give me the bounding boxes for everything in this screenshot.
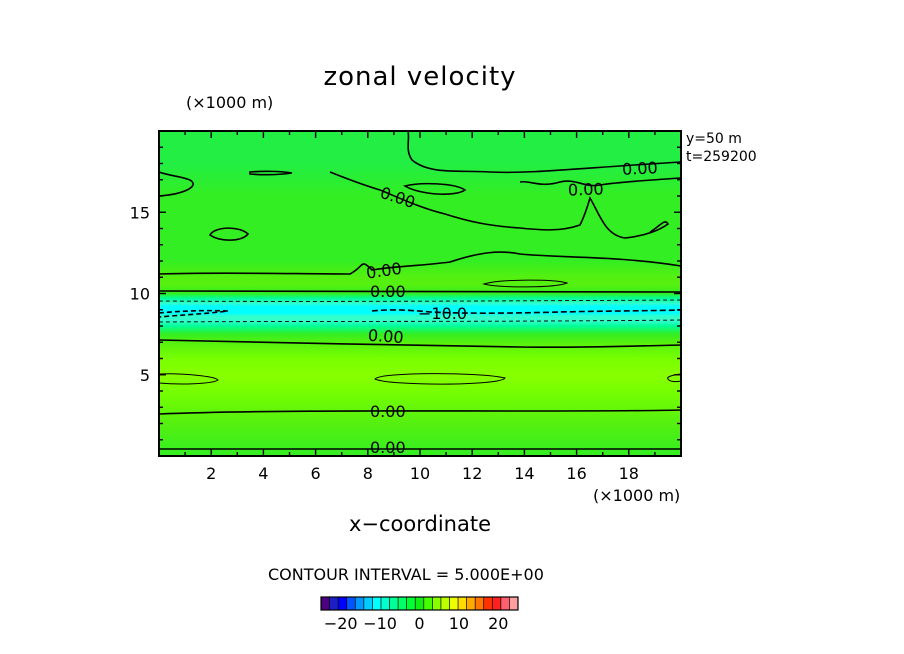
- y-axis-unit: (×1000 m): [186, 93, 274, 112]
- contour-line: [159, 409, 681, 415]
- x-tick-label: 12: [462, 464, 482, 483]
- x-axis-label: x−coordinate: [348, 512, 492, 536]
- colorbar-swatch: [449, 597, 459, 610]
- y-tick-label: 10: [130, 285, 150, 304]
- x-tick-label: 18: [619, 464, 639, 483]
- colorbar-swatch: [389, 597, 399, 610]
- contour-line: [159, 339, 681, 349]
- colorbar-swatch: [509, 597, 519, 610]
- colorbar-swatch: [432, 597, 442, 610]
- contour-line: [159, 309, 229, 318]
- contour-label: −10.0: [418, 304, 467, 323]
- colorbar-swatch: [466, 597, 476, 610]
- contour-line: [519, 177, 681, 187]
- colorbar-swatch: [500, 597, 510, 610]
- contour-label: 0.00: [622, 158, 659, 179]
- contour-label: 0.00: [370, 402, 406, 421]
- colorbar-swatch: [492, 597, 502, 610]
- contour-label: 0.00: [568, 179, 604, 199]
- colorbar-swatch: [380, 597, 391, 610]
- contour-line: [374, 373, 506, 385]
- contour-interval: CONTOUR INTERVAL = 5.000E+00: [268, 565, 544, 584]
- colorbar: [320, 596, 519, 611]
- x-tick-label: 8: [363, 464, 373, 483]
- x-axis-unit: (×1000 m): [593, 486, 681, 505]
- contour-line: [402, 182, 467, 195]
- contour-line: [159, 373, 219, 385]
- y-tick-label: 15: [130, 203, 150, 222]
- contour-line: [482, 279, 569, 288]
- x-tick-label: 2: [206, 464, 216, 483]
- colorbar-frame: [320, 596, 519, 611]
- colorbar-swatch: [321, 597, 331, 610]
- x-tick-label: 10: [410, 464, 430, 483]
- contour-label: 0.00: [370, 282, 406, 301]
- colorbar-tick-label: 10: [449, 614, 469, 633]
- contour-line: [249, 170, 293, 176]
- contour-lines: [159, 131, 681, 450]
- colorbar-swatch: [363, 597, 373, 610]
- axis-ticks: [159, 131, 681, 456]
- contour-line: [159, 290, 681, 293]
- contour-line: [329, 171, 670, 239]
- contour-labels: 0.00 0.00 0.00 0.00 0.00 −10.0 0.00 0.00…: [365, 158, 658, 457]
- x-tick-label: 6: [311, 464, 321, 483]
- colorbar-swatch: [406, 597, 416, 610]
- contour-line: [407, 131, 681, 174]
- y-tick-label: 5: [140, 366, 150, 385]
- colorbar-swatch: [346, 597, 356, 610]
- colorbar-swatch: [475, 597, 485, 610]
- contour-label: 0.00: [367, 326, 404, 347]
- x-tick-label: 16: [566, 464, 586, 483]
- colorbar-swatch: [398, 597, 408, 610]
- x-tick-label: 14: [514, 464, 534, 483]
- colorbar-swatch: [458, 597, 468, 610]
- colorbar-swatch: [415, 597, 425, 610]
- x-tick-label: 4: [258, 464, 268, 483]
- contour-line: [159, 319, 681, 323]
- colorbar-tick-label: −20: [324, 614, 358, 633]
- colorbar-swatch: [483, 597, 493, 610]
- colorbar-labels: −20 −10 0 10 20: [324, 614, 509, 633]
- colorbar-swatch: [355, 597, 365, 610]
- colorbar-swatch: [338, 597, 348, 610]
- contour-line: [159, 299, 681, 302]
- axis-tick-labels: 2 4 6 8 10 12 14 16 18 5 10 15: [130, 203, 639, 483]
- contour-line: [159, 171, 194, 197]
- colorbar-tick-label: 20: [488, 614, 508, 633]
- contour-label: 0.00: [370, 438, 406, 457]
- colorbar-swatch: [329, 597, 339, 610]
- contour-line: [159, 447, 681, 450]
- colorbar-swatch: [423, 597, 433, 610]
- colorbar-swatch: [372, 597, 382, 610]
- chart-title: zonal velocity: [323, 62, 517, 92]
- contour-line: [208, 227, 250, 241]
- colorbar-tick-label: 0: [414, 614, 424, 633]
- time-annotation: t=259200: [686, 149, 757, 165]
- colorbar-tick-label: −10: [363, 614, 397, 633]
- contour-line: [159, 251, 681, 275]
- y-level-annotation: y=50 m: [686, 131, 742, 147]
- contour-label: 0.00: [365, 259, 403, 283]
- colorbar-swatch: [440, 597, 450, 610]
- contour-line: [371, 309, 681, 314]
